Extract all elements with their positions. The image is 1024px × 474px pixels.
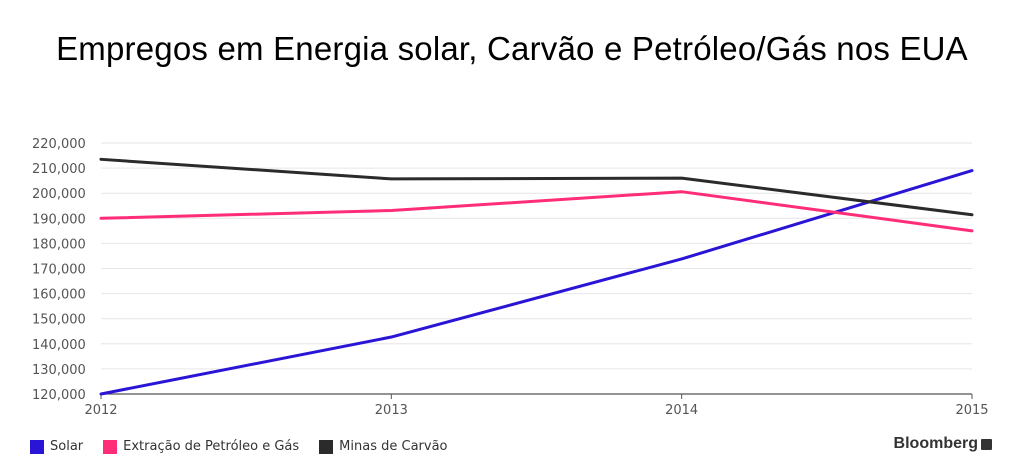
y-tick-label: 130,000 [32, 363, 86, 378]
source-label: Bloomberg [893, 435, 978, 452]
x-tick-label: 2012 [84, 403, 117, 418]
y-tick-label: 120,000 [32, 388, 86, 403]
legend-item-oil-gas: Extração de Petróleo e Gás [103, 439, 299, 454]
y-tick-label: 170,000 [32, 263, 86, 278]
series-line-solar [99, 169, 974, 396]
legend-item-coal: Minas de Carvão [319, 439, 448, 454]
legend-swatch-oil-gas [103, 439, 118, 454]
y-tick-label: 200,000 [32, 187, 86, 202]
y-tick-label: 190,000 [32, 212, 86, 227]
legend-swatch-solar [30, 439, 44, 454]
legend-label-solar: Solar [50, 439, 84, 454]
legend-label-coal: Minas de Carvão [339, 439, 448, 454]
gridlines [101, 142, 972, 395]
source-logo: Bloomberg [894, 435, 992, 453]
x-tick-label: 2015 [955, 403, 988, 418]
y-tick-label: 140,000 [32, 338, 86, 353]
bloomberg-chart-icon [981, 438, 992, 450]
legend-swatch-coal [319, 439, 334, 454]
x-axis-ticks: 2012 2013 2014 2015 [84, 394, 989, 418]
y-tick-label: 180,000 [32, 237, 86, 252]
x-tick-label: 2014 [665, 403, 698, 418]
y-tick-label: 150,000 [32, 313, 86, 328]
legend: Solar Extração de Petróleo e Gás Minas d… [30, 439, 468, 454]
y-tick-label: 160,000 [32, 288, 86, 303]
x-tick-label: 2013 [375, 403, 408, 418]
series-lines [99, 157, 974, 396]
chart-title: Empregos em Energia solar, Carvão e Petr… [56, 30, 968, 67]
y-tick-label: 220,000 [32, 137, 86, 152]
series-line-oil-gas [99, 190, 974, 233]
y-tick-label: 210,000 [32, 162, 86, 177]
legend-label-oil-gas: Extração de Petróleo e Gás [123, 439, 300, 454]
series-line-coal [99, 157, 974, 217]
legend-item-solar: Solar [30, 439, 83, 454]
y-axis-ticks: 120,000 130,000 140,000 150,000 160,000 170,0… [32, 137, 86, 403]
